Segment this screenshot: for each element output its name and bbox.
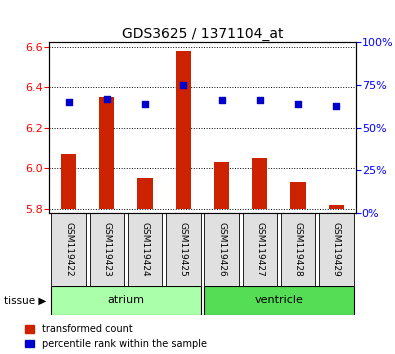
Bar [204,286,354,315]
Text: GSM119428: GSM119428 [293,222,303,277]
Point [295,101,301,107]
Text: GSM119427: GSM119427 [255,222,264,277]
Title: GDS3625 / 1371104_at: GDS3625 / 1371104_at [122,28,283,41]
Legend: transformed count, percentile rank within the sample: transformed count, percentile rank withi… [24,324,207,349]
Point [103,96,110,102]
Bar [281,213,315,286]
Bar [176,51,191,209]
Text: tissue ▶: tissue ▶ [4,296,46,306]
Point [257,98,263,103]
Bar [51,286,201,315]
Bar [90,213,124,286]
Text: atrium: atrium [107,296,145,306]
Bar [290,182,306,209]
Bar [204,213,239,286]
Bar [243,213,277,286]
Bar [319,213,354,286]
Text: GSM119423: GSM119423 [102,222,111,277]
Bar [329,205,344,209]
Bar [252,158,267,209]
Bar [61,154,76,209]
Text: ventricle: ventricle [254,296,303,306]
Point [218,98,225,103]
Bar [99,97,115,209]
Text: GSM119422: GSM119422 [64,222,73,277]
Text: GSM119426: GSM119426 [217,222,226,277]
Text: GSM119424: GSM119424 [141,222,150,277]
Bar [51,213,86,286]
Bar [166,213,201,286]
Point [142,101,148,107]
Text: GSM119429: GSM119429 [332,222,341,277]
Point [65,99,71,105]
Point [333,103,340,108]
Point [180,82,186,88]
Text: GSM119425: GSM119425 [179,222,188,277]
Bar [137,178,153,209]
Bar [128,213,162,286]
Bar [214,162,229,209]
